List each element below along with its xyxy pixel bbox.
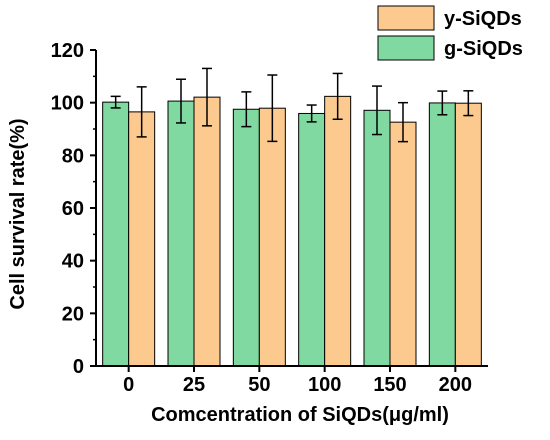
x-axis-label: Comcentration of SiQDs(μg/ml): [151, 404, 449, 426]
bar-y-SiQDs-50: [258, 107, 286, 367]
legend: y-SiQDs g-SiQDs: [377, 5, 523, 61]
y-tick-label: 60: [62, 198, 84, 220]
bar-y-SiQDs-150: [389, 121, 417, 367]
legend-label-g-SiQDs: g-SiQDs: [444, 38, 523, 60]
y-tick-label: 0: [73, 356, 84, 378]
legend-swatch-g-SiQDs: [377, 35, 435, 61]
x-tick-label: 25: [183, 374, 205, 396]
bar-g-SiQDs-50: [232, 108, 260, 367]
x-tick-labels: 0 25 50 100 150 200: [123, 374, 472, 396]
bar-g-SiQDs-200: [428, 102, 456, 367]
legend-label-y-SiQDs: y-SiQDs: [444, 8, 522, 30]
x-tick-label: 200: [439, 374, 472, 396]
bar-y-SiQDs-100: [324, 95, 352, 367]
error-bars-layer: [110, 67, 474, 143]
bar-g-SiQDs-25: [167, 100, 195, 367]
bar-g-SiQDs-0: [102, 101, 130, 367]
x-tick-label: 50: [248, 374, 270, 396]
y-tick-label: 80: [62, 145, 84, 167]
bar-g-SiQDs-100: [298, 112, 326, 367]
bar-y-SiQDs-25: [193, 96, 221, 367]
x-tick-label: 100: [308, 374, 341, 396]
axes-layer: [90, 49, 488, 372]
legend-swatch-y-SiQDs: [377, 5, 435, 31]
x-tick-label: 0: [123, 374, 134, 396]
y-tick-label: 40: [62, 251, 84, 273]
y-tick-labels: 0 20 40 60 80 100 120: [51, 40, 84, 378]
y-tick-label: 100: [51, 93, 84, 115]
bars-layer: [102, 95, 482, 367]
x-tick-label: 150: [373, 374, 406, 396]
bar-y-SiQDs-200: [454, 102, 482, 367]
y-axis-label: Cell survival rate(%): [7, 118, 29, 309]
y-tick-label: 20: [62, 303, 84, 325]
bar-y-SiQDs-0: [128, 111, 156, 367]
y-tick-label: 120: [51, 40, 84, 62]
bar-g-SiQDs-150: [363, 109, 391, 367]
